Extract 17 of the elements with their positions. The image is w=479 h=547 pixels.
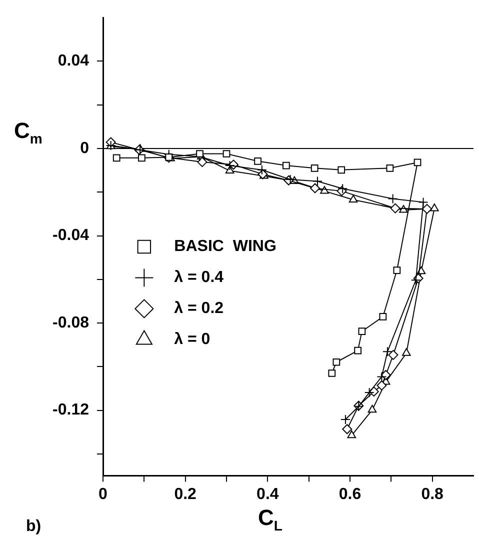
legend-label: BASIC WING xyxy=(174,238,276,256)
y-tick-label: 0 xyxy=(80,140,90,157)
x-tick-label: 0.2 xyxy=(174,486,197,503)
x-tick-label: 0 xyxy=(98,486,108,503)
y-axis-title: C$_{m}$ xyxy=(14,118,42,146)
text: b) xyxy=(26,518,42,536)
legend-label: λ = 0 xyxy=(174,331,210,348)
x-tick-label: 0.6 xyxy=(338,486,362,503)
legend-label: λ = 0.2 xyxy=(174,300,224,318)
x-tick-label: 0.4 xyxy=(256,486,279,503)
y-tick-label: -0.08 xyxy=(52,314,90,332)
x-tick-label: 0.8 xyxy=(421,486,444,503)
legend-label: λ = 0.4 xyxy=(174,269,224,286)
y-tick-label: -0.04 xyxy=(52,227,90,244)
y-tick-label: -0.12 xyxy=(52,402,90,419)
x-axis-title: C$_{L}$ xyxy=(258,505,282,534)
y-tick-label: 0.04 xyxy=(58,52,90,70)
